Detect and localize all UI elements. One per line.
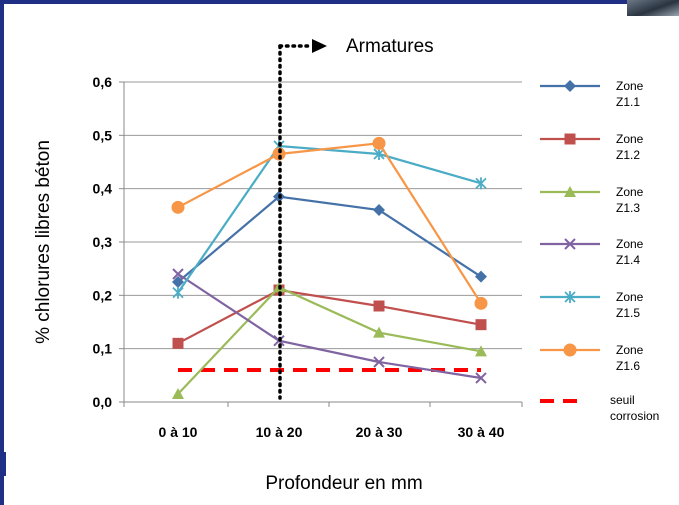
left-marker (0, 452, 6, 476)
x-stroke (475, 372, 487, 384)
legend-label: Zone (616, 185, 644, 199)
series-zone-z1-5 (172, 140, 487, 299)
series-lines (171, 136, 488, 399)
armatures-annotation: Armatures (278, 36, 434, 400)
x-axis-title: Profondeur en mm (265, 473, 422, 494)
armatures-arrow-icon (312, 39, 327, 53)
y-tick-label: 0,2 (93, 287, 113, 303)
y-tick-label: 0,1 (93, 341, 113, 357)
gridlines (124, 81, 522, 350)
legend-label: Zone (616, 290, 644, 304)
legend-item: Zone Z1.6 (540, 343, 644, 373)
data-point-circle (474, 296, 488, 310)
data-point-square (564, 133, 576, 145)
data-point-circle (372, 136, 386, 150)
axes (119, 81, 523, 407)
data-point-square (373, 300, 385, 312)
legend-label: Z1.6 (616, 359, 640, 373)
legend-label: corrosion (610, 409, 659, 423)
legend-label: Z1.4 (616, 253, 640, 267)
data-point-diamond (475, 270, 487, 283)
data-point-triangle (564, 186, 576, 197)
data-point-triangle (373, 326, 385, 338)
left-border (0, 0, 4, 505)
legend-item: Zone Z1.5 (540, 290, 644, 320)
data-point-triangle (172, 388, 184, 399)
legend-label: Z1.3 (616, 201, 640, 215)
corner-decoration (627, 0, 679, 16)
legend-label: Zone (616, 79, 644, 93)
data-point-circle (563, 343, 577, 357)
legend-item-threshold: seuil corrosion (540, 393, 659, 423)
data-point-square (475, 319, 487, 331)
data-point-star (475, 177, 487, 190)
x-tick-label: 0 à 10 (159, 424, 198, 440)
series-line (177, 195, 482, 283)
x-tick-label: 20 à 30 (356, 424, 403, 440)
data-point-circle (272, 147, 286, 161)
data-point-star (564, 291, 576, 303)
data-point-star (172, 286, 184, 299)
y-tick-labels: 0,0 0,1 0,2 0,3 0,4 0,5 0,6 (93, 74, 113, 410)
legend-label: Zone (616, 343, 644, 357)
data-point-triangle (475, 345, 487, 357)
legend-label: Zone (616, 132, 644, 146)
series-line (177, 142, 482, 304)
top-border (0, 0, 628, 4)
data-point-star (373, 148, 385, 160)
legend-item: Zone Z1.2 (540, 132, 644, 162)
series-line (177, 286, 482, 395)
data-point-diamond (564, 80, 576, 92)
legend-label: seuil (610, 393, 635, 407)
y-axis-title: % chlorures libres béton (33, 140, 54, 344)
data-point-x (373, 356, 385, 368)
series-line (177, 144, 482, 294)
armatures-label: Armatures (346, 36, 434, 57)
x-stroke (172, 268, 184, 280)
x-tick-label: 30 à 40 (458, 424, 505, 440)
data-point-circle (171, 200, 185, 214)
data-point-diamond (373, 204, 385, 216)
legend-label: Z1.5 (616, 306, 640, 320)
legend-label: Z1.1 (616, 95, 640, 109)
y-tick-label: 0,3 (93, 234, 113, 250)
legend-label: Z1.2 (616, 148, 640, 162)
legend-item: Zone Z1.3 (540, 185, 644, 215)
x-tick-label: 10 à 20 (256, 424, 303, 440)
y-tick-label: 0,6 (93, 74, 113, 90)
data-point-x (475, 372, 487, 384)
series-zone-z1-1 (172, 190, 487, 288)
y-tick-label: 0,4 (93, 181, 113, 197)
x-tick-labels: 0 à 10 10 à 20 20 à 30 30 à 40 (159, 424, 505, 440)
x-stroke (373, 356, 385, 368)
series-zone-z1-2 (172, 284, 487, 349)
data-point-square (172, 337, 184, 349)
legend-item: Zone Z1.4 (540, 237, 644, 267)
series-line (177, 288, 482, 345)
legend-label: Zone (616, 237, 644, 251)
x-stroke (564, 238, 576, 250)
y-tick-label: 0,0 (93, 394, 113, 410)
data-point-x (172, 268, 184, 280)
y-tick-label: 0,5 (93, 127, 113, 143)
data-point-diamond (172, 276, 184, 288)
legend: Zone Z1.1 Zone Z1.2 Zone Z1.3 Zone Z1.4 Zone Z1.5… (540, 79, 659, 423)
series-line (177, 273, 482, 380)
data-point-x (564, 238, 576, 250)
legend-item: Zone Z1.1 (540, 79, 644, 109)
series-zone-z1-6 (171, 136, 488, 310)
series-zone-z1-4 (172, 268, 487, 384)
